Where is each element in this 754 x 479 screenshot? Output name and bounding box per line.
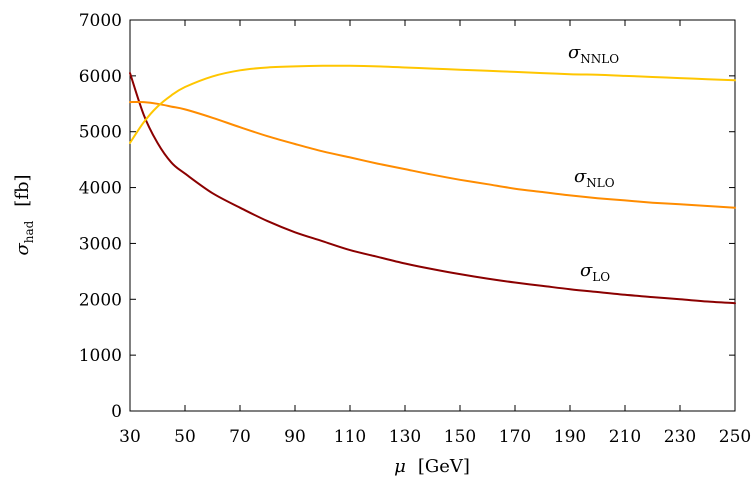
- x-axis-label: μ [GeV]: [394, 456, 470, 477]
- x-axis: 30 50 70 90 110 130 150 170 190 210 230 250: [119, 20, 751, 447]
- series-label-nlo-subscript: NLO: [586, 176, 614, 190]
- y-tick-label: 2000: [79, 290, 122, 310]
- series-lines: [129, 64, 736, 305]
- series-label-lo-symbol: σ: [580, 260, 593, 281]
- x-tick-label: 30: [119, 427, 141, 447]
- x-tick-label: 70: [229, 427, 251, 447]
- series-label-nnlo: σNNLO: [568, 42, 619, 66]
- x-tick-label: 230: [664, 427, 696, 447]
- x-axis-unit: [GeV]: [418, 456, 470, 477]
- x-axis-symbol: μ: [394, 456, 406, 477]
- y-tick-label: 1000: [79, 346, 122, 366]
- x-tick-label: 170: [499, 427, 531, 447]
- y-tick-label: 7000: [79, 11, 122, 31]
- x-tick-label: 110: [334, 427, 366, 447]
- y-axis-symbol: σ: [12, 243, 33, 256]
- x-tick-label: 190: [554, 427, 586, 447]
- y-axis-unit: [fb]: [12, 174, 33, 206]
- y-tick-label: 5000: [79, 123, 122, 143]
- y-tick-label: 0: [111, 402, 122, 422]
- series-line-nnlo: [129, 64, 736, 144]
- series-label-lo-subscript: LO: [592, 270, 610, 284]
- y-axis-subscript: had: [22, 220, 36, 243]
- y-tick-label: 4000: [79, 179, 122, 199]
- series-label-lo: σLO: [580, 260, 610, 284]
- x-tick-label: 210: [609, 427, 641, 447]
- series-label-nlo: σNLO: [574, 166, 615, 190]
- series-line-nlo: [129, 100, 736, 209]
- y-tick-label: 6000: [79, 67, 122, 87]
- plot-frame: [129, 19, 736, 412]
- y-axis: 0 1000 2000 3000 4000 5000 6000 7000: [79, 11, 735, 422]
- series-label-nnlo-symbol: σ: [568, 42, 581, 63]
- x-tick-label: 250: [719, 427, 751, 447]
- x-tick-label: 150: [444, 427, 476, 447]
- y-tick-label: 3000: [79, 234, 122, 254]
- y-axis-label: σhad [fb]: [12, 174, 36, 255]
- series-label-nnlo-subscript: NNLO: [580, 52, 619, 66]
- x-tick-label: 90: [284, 427, 306, 447]
- series-line-lo: [129, 72, 736, 305]
- series-label-nlo-symbol: σ: [574, 166, 587, 187]
- x-tick-label: 50: [174, 427, 196, 447]
- x-tick-label: 130: [389, 427, 421, 447]
